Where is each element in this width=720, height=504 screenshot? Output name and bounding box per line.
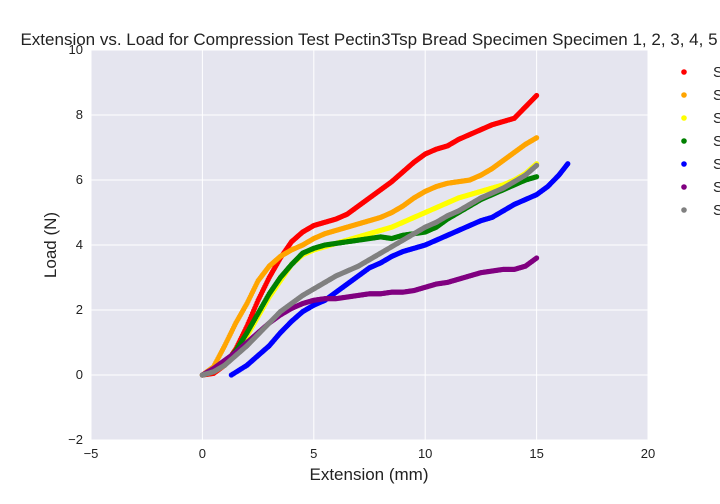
legend-label: S (713, 202, 720, 219)
data-point (534, 162, 540, 168)
y-axis-title: Load (N) (41, 212, 60, 278)
legend-marker (681, 161, 687, 167)
series-7 (199, 162, 540, 378)
legend-marker (681, 207, 687, 213)
series-2 (199, 135, 540, 378)
data-point (565, 161, 571, 167)
data-point (534, 135, 540, 141)
legend-marker (681, 92, 687, 98)
y-tick-label: 6 (76, 172, 83, 187)
data-point (534, 92, 540, 99)
x-axis-title: Extension (mm) (309, 465, 428, 484)
y-tick-label: 2 (76, 302, 83, 317)
y-tick-label: −2 (68, 432, 83, 447)
legend-label: S (713, 87, 720, 104)
data-point (534, 174, 540, 180)
legend-marker (681, 69, 687, 75)
y-tick-label: 10 (69, 42, 83, 57)
legend-label: S (713, 133, 720, 150)
x-tick-label: 5 (310, 446, 317, 461)
legend-label: S (713, 179, 720, 196)
series-layer (199, 92, 571, 378)
legend-label: S (713, 64, 720, 81)
series-5 (228, 161, 571, 378)
legend-marker (681, 115, 687, 121)
y-ticks: −2 0 2 4 6 8 10 (68, 42, 83, 447)
y-tick-label: 0 (76, 367, 83, 382)
x-tick-label: 0 (199, 446, 206, 461)
x-tick-label: 20 (641, 446, 655, 461)
legend-label: S (713, 110, 720, 127)
y-tick-label: 8 (76, 107, 83, 122)
x-tick-label: −5 (84, 446, 99, 461)
data-point (534, 255, 540, 261)
x-tick-label: 15 (529, 446, 543, 461)
legend-marker (681, 138, 687, 144)
legend-label: S (713, 156, 720, 173)
legend-marker (681, 184, 687, 190)
x-tick-label: 10 (418, 446, 432, 461)
x-ticks: −5 0 5 10 15 20 (84, 446, 656, 461)
chart-title: Extension vs. Load for Compression Test … (20, 30, 717, 49)
y-tick-label: 4 (76, 237, 83, 252)
